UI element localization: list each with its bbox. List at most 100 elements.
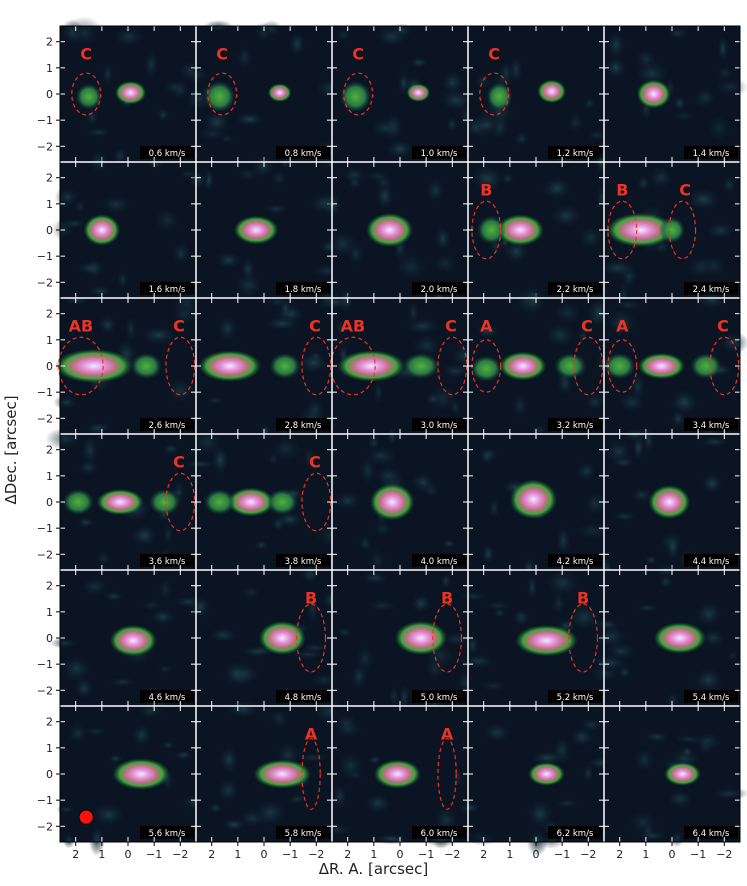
noise-speck bbox=[100, 57, 115, 90]
noise-speck bbox=[715, 64, 735, 81]
component-label: C bbox=[488, 44, 500, 63]
noise-speck bbox=[324, 227, 361, 261]
noise-speck bbox=[81, 726, 111, 737]
channel-panel: 4.2 km/s bbox=[468, 434, 614, 582]
noise-speck bbox=[500, 171, 516, 186]
noise-speck bbox=[408, 331, 445, 360]
noise-speck bbox=[262, 315, 302, 332]
velocity-label-bg bbox=[684, 418, 738, 431]
emission-core bbox=[114, 80, 147, 105]
component-label: B bbox=[441, 588, 453, 607]
y-tick-label: 2 bbox=[46, 444, 53, 457]
channel-panel: B 5.0 km/s bbox=[332, 570, 479, 719]
noise-speck bbox=[604, 306, 640, 339]
noise-speck bbox=[62, 832, 76, 849]
x-tick-label: −1 bbox=[690, 848, 706, 861]
channel-panel: 4.0 km/s bbox=[332, 425, 468, 577]
noise-speck bbox=[249, 152, 278, 180]
noise-speck bbox=[88, 823, 106, 857]
emission-core bbox=[369, 483, 415, 521]
velocity-label-bg bbox=[684, 146, 738, 159]
velocity-label-bg bbox=[140, 146, 194, 159]
noise-speck bbox=[603, 54, 629, 81]
channel-panel: 1.6 km/s bbox=[51, 148, 200, 298]
noise-speck bbox=[56, 804, 77, 815]
noise-speck bbox=[429, 251, 462, 276]
channel-panel: B 5.2 km/s bbox=[455, 567, 610, 708]
x-tick-label: −2 bbox=[444, 848, 460, 861]
velocity-label-bg bbox=[548, 418, 602, 431]
x-tick-label: −1 bbox=[282, 848, 298, 861]
emission-core bbox=[406, 83, 431, 102]
noise-speck bbox=[84, 421, 110, 436]
noise-speck bbox=[187, 168, 209, 191]
emission-core bbox=[198, 350, 262, 382]
y-tick-label: 1 bbox=[46, 62, 53, 75]
noise-speck bbox=[219, 658, 256, 691]
noise-speck bbox=[455, 590, 491, 602]
velocity-label: 5.8 km/s bbox=[276, 826, 330, 839]
y-tick-label: 2 bbox=[46, 716, 53, 729]
noise-speck bbox=[581, 489, 610, 518]
channel-panel: C 1.2 km/s bbox=[463, 26, 609, 166]
velocity-label-text: 3.0 km/s bbox=[421, 421, 458, 431]
noise-speck bbox=[424, 176, 447, 204]
noise-speck bbox=[691, 85, 719, 111]
noise-speck bbox=[576, 326, 590, 346]
noise-speck bbox=[466, 830, 499, 846]
emission-core bbox=[54, 349, 134, 383]
y-tick-label: 0 bbox=[46, 768, 53, 781]
noise-speck bbox=[371, 377, 385, 409]
channel-panel: 1.8 km/s bbox=[187, 152, 347, 301]
noise-speck bbox=[253, 22, 274, 44]
y-tick-label: −1 bbox=[37, 386, 53, 399]
noise-speck bbox=[385, 425, 399, 447]
velocity-label-bg bbox=[412, 282, 466, 295]
velocity-label-text: 5.6 km/s bbox=[149, 829, 186, 839]
noise-speck bbox=[448, 396, 463, 418]
noise-speck bbox=[59, 294, 94, 306]
x-tick-label: −1 bbox=[418, 848, 434, 861]
velocity-label: 3.6 km/s bbox=[140, 554, 194, 567]
x-tick-label: 2 bbox=[480, 848, 487, 861]
velocity-label-bg bbox=[140, 826, 194, 839]
noise-speck bbox=[640, 820, 657, 842]
y-tick-label: 0 bbox=[46, 224, 53, 237]
noise-speck bbox=[664, 691, 681, 709]
velocity-label-text: 0.8 km/s bbox=[285, 149, 322, 159]
emission-core bbox=[664, 762, 701, 786]
noise-speck bbox=[160, 443, 182, 455]
noise-speck bbox=[361, 445, 402, 467]
noise-speck bbox=[210, 443, 231, 477]
noise-speck bbox=[699, 471, 726, 496]
velocity-label: 1.4 km/s bbox=[684, 146, 738, 159]
noise-speck bbox=[305, 593, 321, 625]
noise-speck bbox=[278, 155, 292, 171]
noise-speck bbox=[331, 781, 348, 812]
velocity-label-text: 4.8 km/s bbox=[285, 693, 322, 703]
velocity-label: 2.0 km/s bbox=[412, 282, 466, 295]
noise-speck bbox=[525, 284, 542, 315]
velocity-label-bg bbox=[412, 418, 466, 431]
component-ellipse bbox=[432, 603, 463, 673]
noise-speck bbox=[335, 626, 353, 639]
component-label: B bbox=[305, 588, 317, 607]
noise-speck bbox=[363, 791, 394, 816]
noise-speck bbox=[266, 433, 306, 465]
component-ellipse bbox=[479, 72, 510, 116]
emission-core bbox=[337, 350, 406, 382]
emission-core bbox=[648, 485, 691, 519]
velocity-label-text: 1.6 km/s bbox=[149, 285, 186, 295]
noise-speck bbox=[86, 284, 115, 298]
noise-speck bbox=[635, 174, 652, 192]
noise-speck bbox=[83, 126, 114, 139]
noise-speck bbox=[332, 489, 363, 512]
component-ellipse bbox=[330, 336, 376, 396]
x-tick-label: 0 bbox=[397, 848, 404, 861]
component-ellipse bbox=[471, 200, 502, 260]
component-ellipse bbox=[296, 603, 327, 673]
noise-speck bbox=[479, 721, 514, 744]
y-tick-label: 2 bbox=[46, 172, 53, 185]
x-tick-label: −2 bbox=[172, 848, 188, 861]
noise-speck bbox=[156, 575, 175, 605]
